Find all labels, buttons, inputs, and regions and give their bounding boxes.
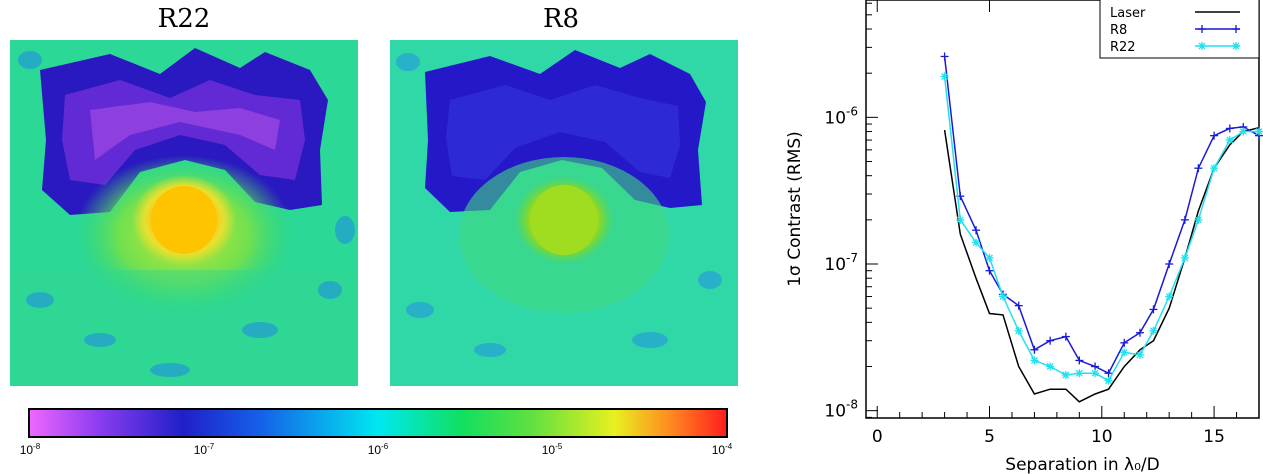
- x-tick-label: 10: [1091, 427, 1113, 447]
- data-point-r8: [1091, 363, 1099, 371]
- series-line-laser: [945, 128, 1259, 402]
- colorbar-tick: 10-5: [542, 442, 562, 457]
- legend-marker: [1199, 43, 1205, 49]
- r22-contrast-map: [10, 40, 358, 386]
- data-point-r8: [941, 52, 949, 60]
- colorbar: [28, 408, 728, 438]
- data-point-r8: [1105, 369, 1113, 377]
- data-point-r22: [1210, 164, 1218, 172]
- y-axis-label: 1σ Contrast (RMS): [785, 131, 805, 287]
- y-tick-label: 10-8: [824, 398, 858, 422]
- data-point-r8: [986, 267, 994, 275]
- data-point-r22: [1194, 216, 1202, 224]
- plot-frame: [866, 0, 1259, 418]
- data-point-r22: [999, 293, 1007, 301]
- data-point-r22: [1239, 128, 1247, 136]
- legend-box: [1100, 0, 1259, 58]
- data-point-r8: [1239, 123, 1247, 131]
- colorbar-tick: 10-8: [20, 442, 40, 457]
- colorbar-tick: 10-7: [194, 442, 214, 457]
- data-point-r22: [1030, 356, 1038, 364]
- data-point-r22: [972, 239, 980, 247]
- data-point-r8: [1120, 339, 1128, 347]
- data-point-r22: [1226, 136, 1234, 144]
- legend-marker: [1199, 43, 1205, 49]
- data-point-r8: [1046, 337, 1054, 345]
- data-point-r8: [1015, 302, 1023, 310]
- data-point-r22: [1136, 351, 1144, 359]
- data-point-r22: [941, 72, 949, 80]
- data-point-r22: [956, 216, 964, 224]
- data-point-r22: [1105, 377, 1113, 385]
- data-point-r8: [1165, 260, 1173, 268]
- data-point-r8: [1210, 132, 1218, 140]
- x-axis-label: Separation in λ₀/D: [1005, 455, 1159, 474]
- data-point-r8: [956, 192, 964, 200]
- series-line-r8: [945, 57, 1259, 374]
- data-point-r8: [1062, 333, 1070, 341]
- data-point-r8: [972, 226, 980, 234]
- data-point-r22: [1091, 369, 1099, 377]
- colorbar-tick: 10-6: [368, 442, 388, 457]
- legend-marker: [1233, 43, 1239, 49]
- data-point-r8: [1181, 216, 1189, 224]
- data-point-r22: [986, 254, 994, 262]
- data-point-r22: [1255, 128, 1263, 136]
- right-panel-title: R8: [501, 4, 621, 34]
- r8-contrast-map: [390, 40, 738, 386]
- data-point-r22: [1149, 327, 1157, 335]
- data-point-r8: [1075, 356, 1083, 364]
- data-point-r8: [1149, 305, 1157, 313]
- x-tick-label: 0: [872, 427, 883, 447]
- data-point-r8: [1255, 132, 1263, 140]
- left-panel-title: R22: [124, 4, 244, 34]
- data-point-r22: [1062, 371, 1070, 379]
- series-line-r22: [945, 76, 1259, 380]
- data-point-r22: [1015, 327, 1023, 335]
- data-point-r22: [1046, 363, 1054, 371]
- legend-label: R22: [1110, 40, 1136, 55]
- data-point-r8: [999, 290, 1007, 298]
- legend-marker: [1233, 43, 1239, 49]
- y-tick-label: 10-6: [824, 104, 858, 128]
- x-tick-label: 15: [1203, 427, 1225, 447]
- data-point-r22: [1075, 369, 1083, 377]
- legend-label: Laser: [1110, 6, 1146, 21]
- data-point-r22: [1120, 348, 1128, 356]
- data-point-r8: [1194, 164, 1202, 172]
- legend-label: R8: [1110, 23, 1127, 38]
- colorbar-tick: 10-4: [712, 442, 732, 457]
- data-point-r8: [1226, 124, 1234, 132]
- data-point-r22: [1165, 293, 1173, 301]
- data-point-r22: [1181, 254, 1189, 262]
- data-point-r8: [1030, 346, 1038, 354]
- y-tick-label: 10-7: [824, 251, 858, 275]
- data-point-r8: [1136, 329, 1144, 337]
- x-tick-label: 5: [984, 427, 995, 447]
